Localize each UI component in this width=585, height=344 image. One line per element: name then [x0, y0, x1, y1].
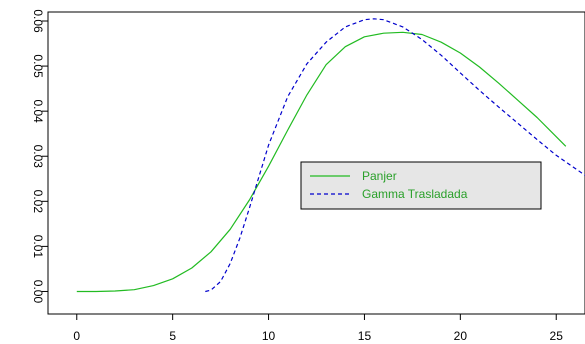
y-tick-label-3: 0.03	[31, 145, 45, 169]
series-line-panjer	[76, 31, 567, 293]
y-tick-label-2: 0.02	[31, 190, 45, 214]
legend-label-gamma-trasladada: Gamma Trasladada	[362, 187, 468, 201]
legend-box	[300, 161, 542, 210]
legend-label-panjer: Panjer	[362, 169, 397, 183]
x-tick-label-0: 0	[73, 329, 80, 343]
x-axis: 0 5 10 15 20 25	[73, 314, 563, 343]
y-tick-label-0: 0.00	[31, 280, 45, 304]
y-tick-label-6: 0.06	[31, 9, 45, 33]
y-axis: 0.00 0.01 0.02 0.03 0.04 0.05 0.06	[31, 9, 48, 303]
y-tick-label-4: 0.04	[31, 99, 45, 123]
y-tick-label-1: 0.01	[31, 235, 45, 259]
x-tick-label-5: 25	[550, 329, 564, 343]
series-line-gamma-trasladada	[205, 18, 585, 293]
series-layer	[76, 18, 585, 293]
x-tick-label-3: 15	[358, 329, 372, 343]
y-tick-label-5: 0.05	[31, 54, 45, 78]
plot-frame	[47, 11, 585, 315]
x-tick-label-4: 20	[454, 329, 468, 343]
x-tick-label-2: 10	[262, 329, 276, 343]
x-tick-label-1: 5	[169, 329, 176, 343]
legend: Panjer Gamma Trasladada	[300, 161, 542, 210]
